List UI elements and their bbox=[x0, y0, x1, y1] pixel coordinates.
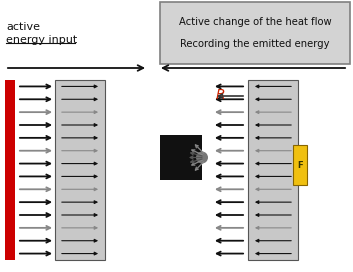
Bar bbox=[293, 145, 307, 185]
Circle shape bbox=[196, 152, 208, 163]
Text: F: F bbox=[297, 160, 303, 169]
Text: R: R bbox=[216, 88, 226, 102]
Text: active
energy input: active energy input bbox=[6, 22, 77, 45]
Text: Active change of the heat flow: Active change of the heat flow bbox=[179, 17, 331, 27]
Bar bbox=[160, 2, 350, 64]
Text: Recording the emitted energy: Recording the emitted energy bbox=[180, 39, 330, 49]
Bar bbox=[160, 135, 202, 180]
Bar bbox=[5, 80, 15, 260]
Bar bbox=[248, 80, 298, 260]
Bar bbox=[55, 80, 105, 260]
